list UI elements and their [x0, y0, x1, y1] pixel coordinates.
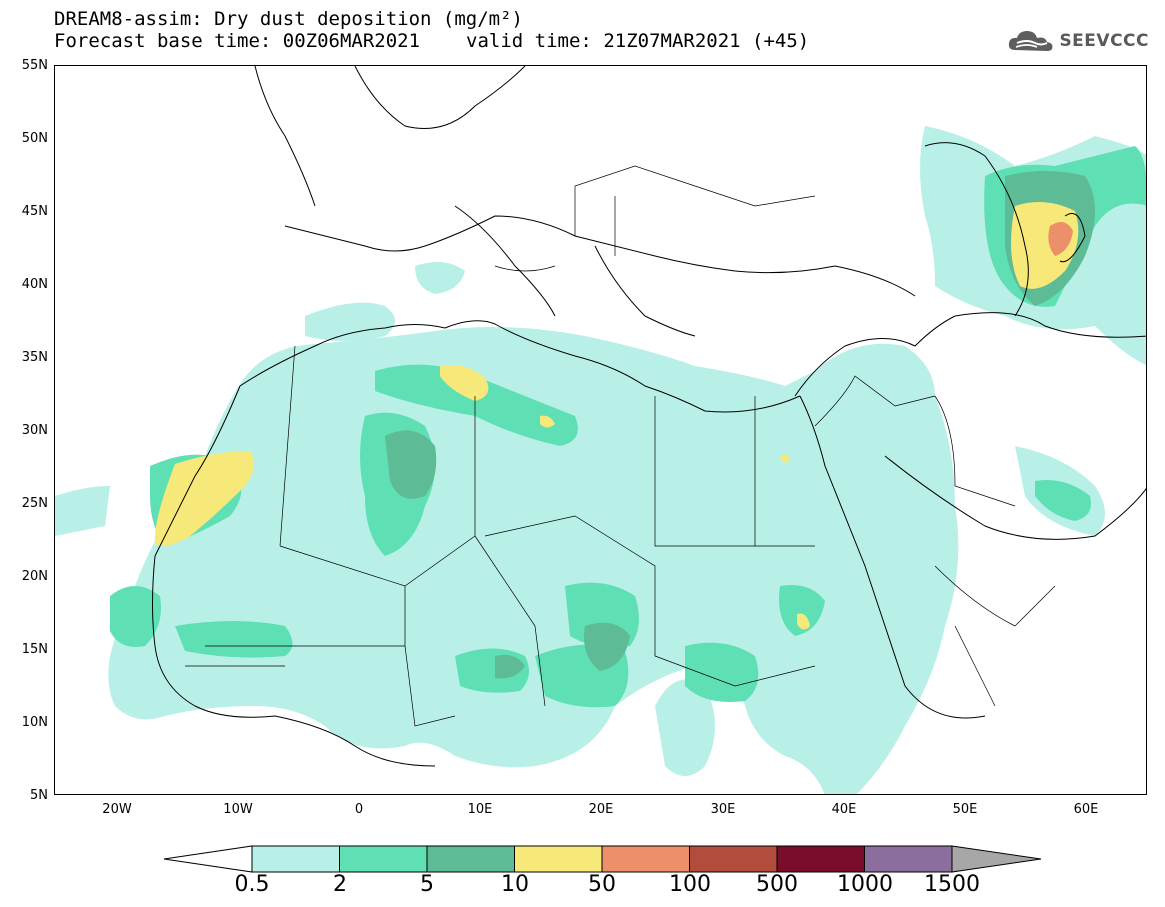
- dust-deposition-map: [55, 66, 1146, 794]
- lat-label: 55N: [21, 58, 48, 73]
- map-title-block: DREAM8-assim: Dry dust deposition (mg/m²…: [54, 8, 809, 52]
- lat-label: 10N: [21, 715, 48, 730]
- colorbar-segment: [339, 845, 428, 873]
- lat-label: 45N: [21, 204, 48, 219]
- coastlines: [152, 66, 1146, 767]
- lon-label: 60E: [1073, 802, 1099, 817]
- lat-label: 5N: [30, 788, 48, 803]
- colorbar-label: 10: [501, 872, 529, 897]
- lon-label: 0: [354, 802, 364, 817]
- colorbar-label: 0.5: [234, 872, 270, 897]
- colorbar-segment: [864, 845, 953, 873]
- colorbar-label: 500: [756, 872, 798, 897]
- colorbar-label: 100: [669, 872, 711, 897]
- deposition-50-100-layer: [1048, 222, 1073, 256]
- lat-label: 20N: [21, 569, 48, 584]
- map-title: DREAM8-assim: Dry dust deposition (mg/m²…: [54, 8, 523, 30]
- lat-label: 50N: [21, 131, 48, 146]
- colorbar-high-arrow: [951, 845, 1042, 873]
- colorbar-label: 5: [420, 872, 434, 897]
- country-borders: [185, 165, 1056, 727]
- forecast-base-time: Forecast base time: 00Z06MAR2021: [54, 30, 421, 52]
- map-panel: [54, 65, 1147, 795]
- lon-label: 30E: [710, 802, 736, 817]
- colorbar-low-arrow: [163, 845, 253, 873]
- colorbar-label: 2: [333, 872, 347, 897]
- colorbar-segment: [776, 845, 865, 873]
- seevccc-logo: SEEVCCC: [1007, 28, 1149, 54]
- valid-time: valid time: 21Z07MAR2021 (+45): [466, 30, 810, 52]
- logo-text: SEEVCCC: [1059, 31, 1149, 51]
- lon-label: 40E: [831, 802, 857, 817]
- colorbar-label: 1500: [924, 872, 980, 897]
- lat-label: 30N: [21, 423, 48, 438]
- lon-label: 20E: [588, 802, 614, 817]
- colorbar-segment: [689, 845, 778, 873]
- colorbar-segment: [251, 845, 340, 873]
- lon-label: 20W: [102, 802, 132, 817]
- colorbar-segments: [251, 845, 953, 873]
- time-row: Forecast base time: 00Z06MAR2021 valid t…: [54, 30, 809, 52]
- colorbar-segment: [514, 845, 603, 873]
- colorbar-label: 1000: [837, 872, 893, 897]
- lon-label: 50E: [952, 802, 978, 817]
- lat-label: 35N: [21, 350, 48, 365]
- cloud-icon: [1009, 31, 1053, 51]
- lat-label: 15N: [21, 642, 48, 657]
- colorbar-segment: [426, 845, 515, 873]
- lat-label: 40N: [21, 277, 48, 292]
- colorbar-segment: [601, 845, 690, 873]
- lon-label: 10W: [223, 802, 253, 817]
- colorbar-label: 50: [588, 872, 616, 897]
- colorbar: [163, 845, 1042, 873]
- lat-label: 25N: [21, 496, 48, 511]
- lon-label: 10E: [467, 802, 493, 817]
